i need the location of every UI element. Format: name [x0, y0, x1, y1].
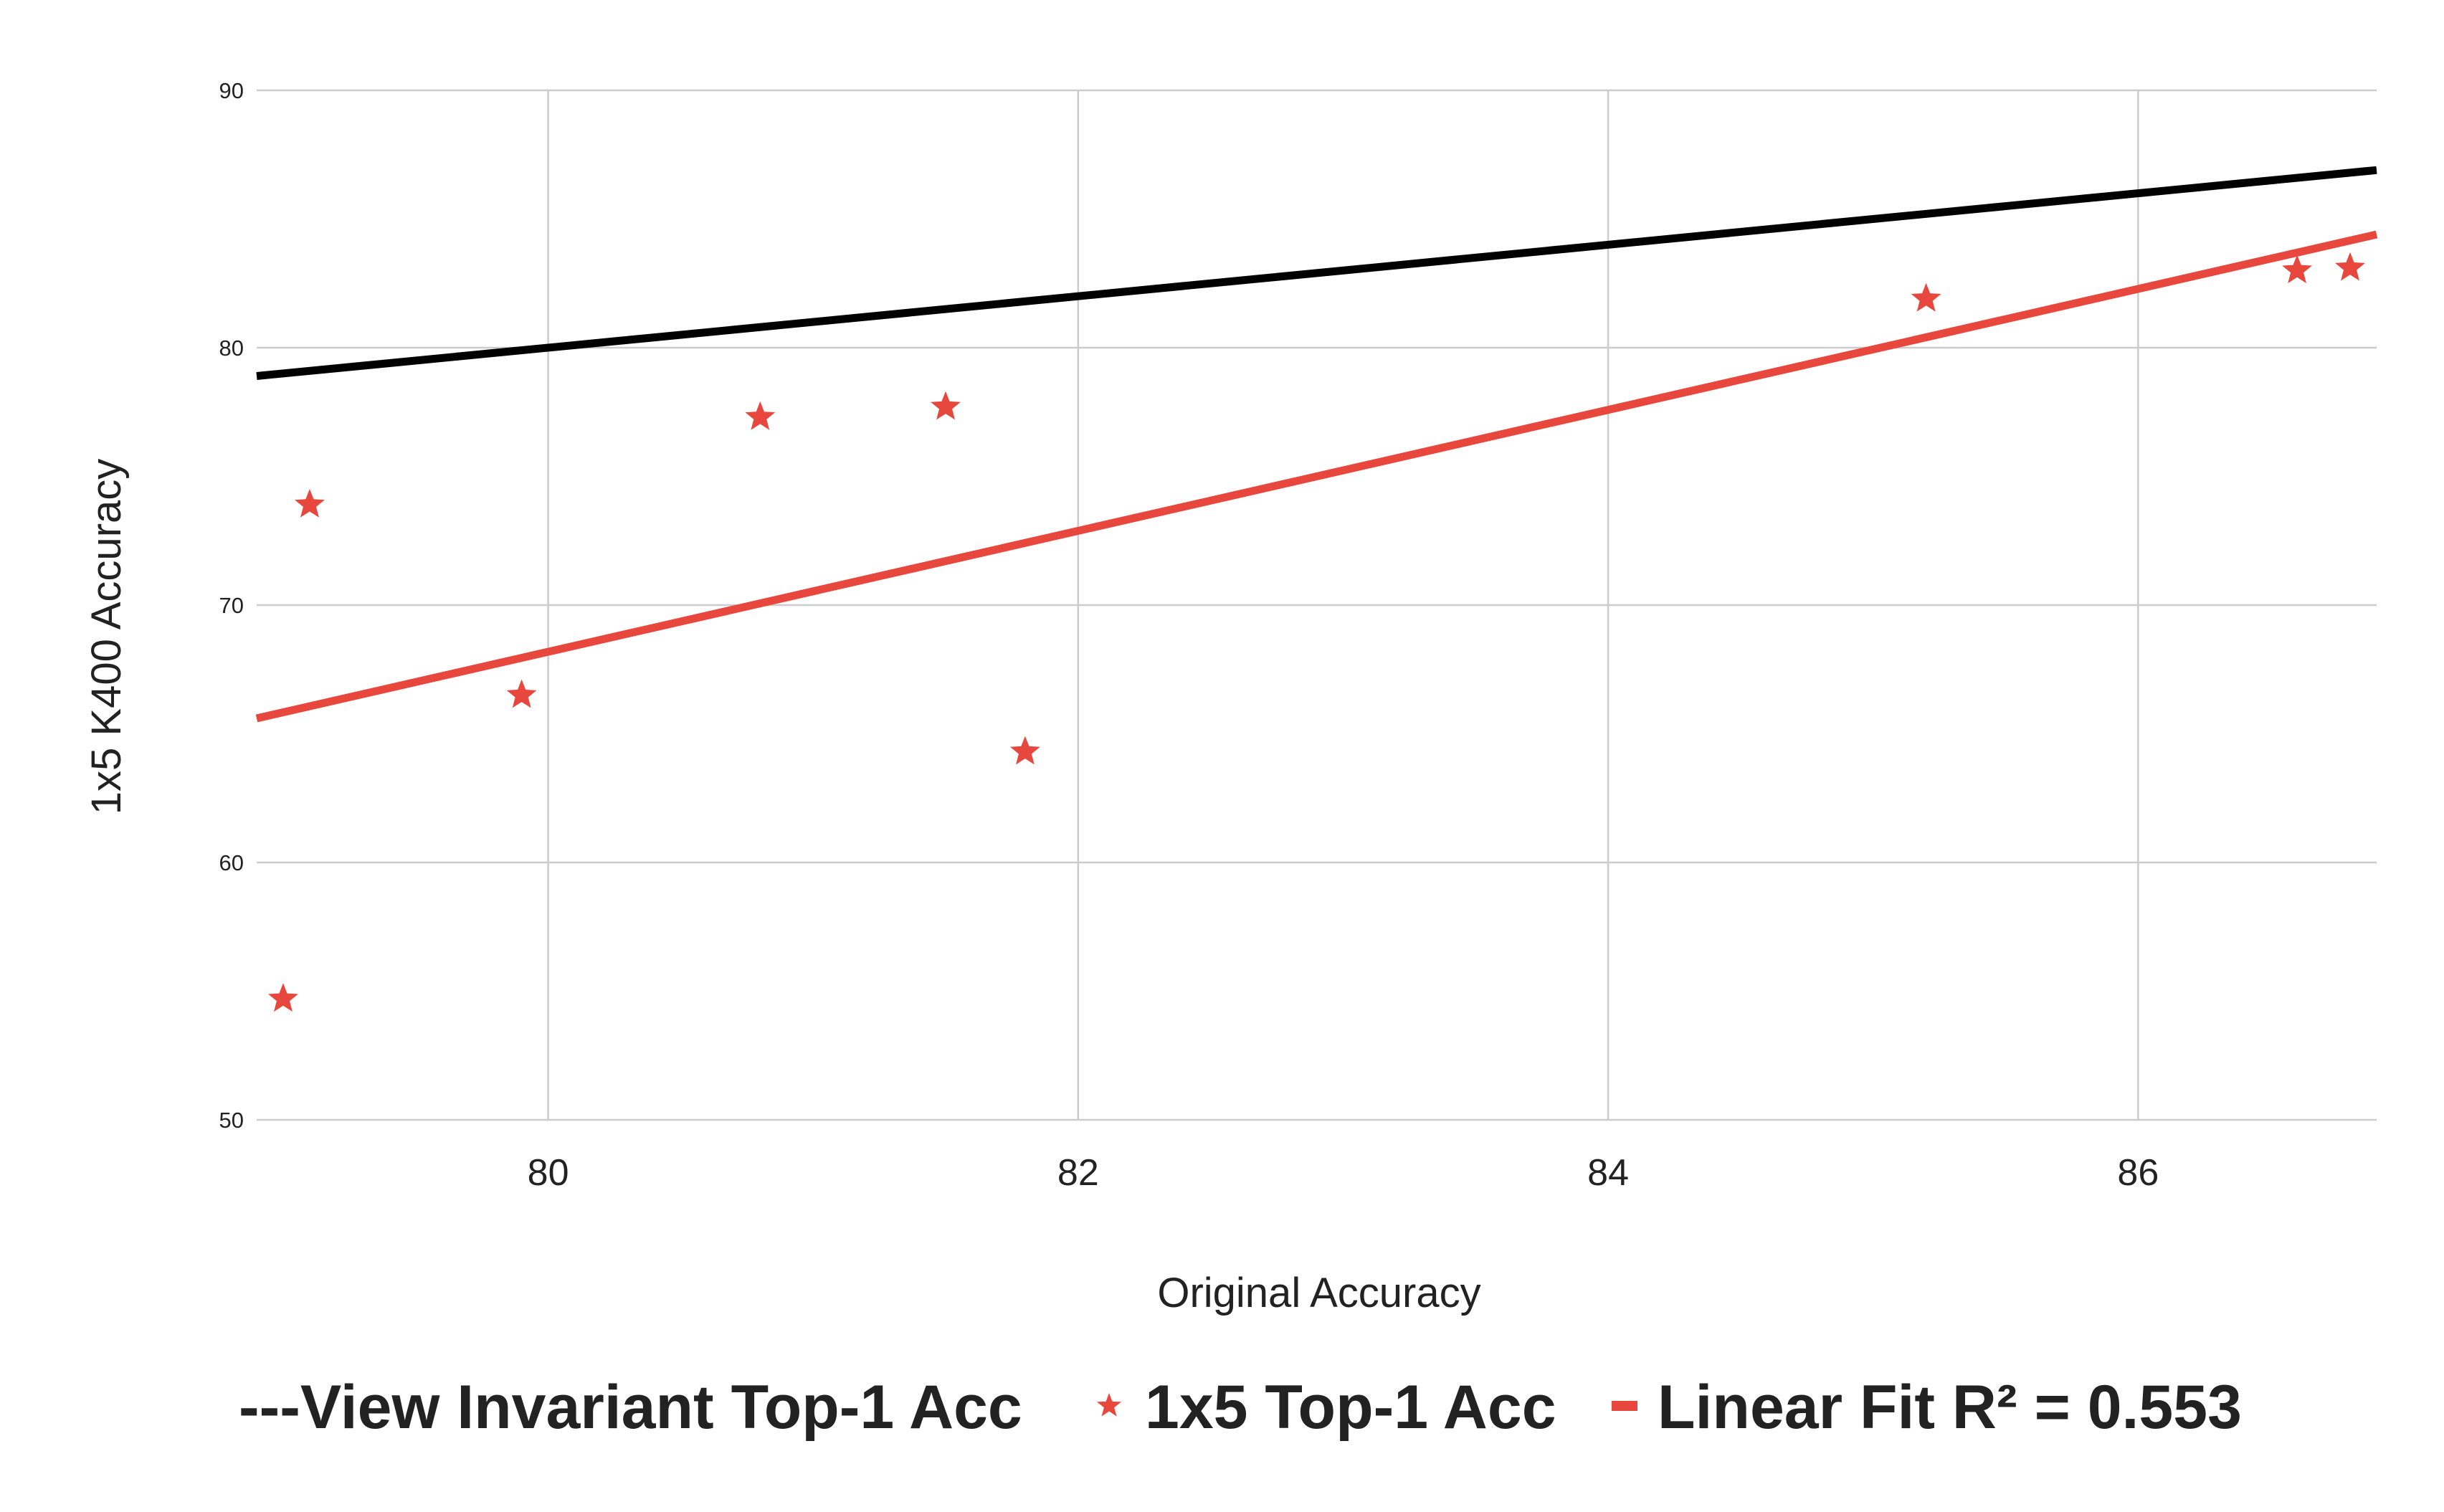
legend-linear-fit-swatch	[1612, 1401, 1637, 1411]
x-tick-label: 82	[1057, 1152, 1099, 1194]
star-data-point	[295, 489, 325, 518]
y-tick-label: 60	[219, 850, 244, 875]
y-axis-ticks: 50 60 70 80 90	[219, 78, 244, 1133]
x-axis-title: Original Accuracy	[1157, 1270, 1480, 1316]
y-axis-title: 1x5 K400 Accuracy	[83, 459, 130, 815]
linear-fit-line	[255, 230, 2378, 723]
legend-label-linear-fit: Linear Fit R² = 0.553	[1658, 1373, 2242, 1442]
x-tick-label: 86	[2117, 1152, 2159, 1194]
star-data-point	[1010, 736, 1040, 765]
star-data-point	[506, 679, 537, 708]
x-tick-label: 80	[528, 1152, 569, 1194]
star-data-point	[931, 391, 961, 420]
legend-label-view-invariant: ---View Invariant Top-1 Acc	[239, 1373, 1022, 1442]
y-tick-label: 70	[219, 593, 244, 618]
star-data-point	[1911, 282, 1941, 312]
legend-label-1x5-top1: 1x5 Top-1 Acc	[1145, 1373, 1556, 1442]
star-data-point	[745, 401, 776, 430]
x-axis-ticks: 80 82 84 86	[528, 1152, 2159, 1194]
star-data-point	[268, 983, 298, 1012]
legend: ---View Invariant Top-1 Acc 1x5 Top-1 Ac…	[239, 1373, 2242, 1442]
y-tick-label: 50	[219, 1108, 244, 1133]
x-tick-label: 84	[1587, 1152, 1629, 1194]
y-tick-label: 80	[219, 336, 244, 361]
y-tick-label: 90	[219, 78, 244, 103]
gridlines	[257, 89, 2377, 1121]
chart-series	[255, 166, 2378, 1012]
star-data-point	[2282, 255, 2312, 284]
legend-star-marker	[1096, 1393, 1122, 1417]
star-data-point	[2335, 252, 2365, 281]
view-invariant-line	[256, 166, 2377, 380]
